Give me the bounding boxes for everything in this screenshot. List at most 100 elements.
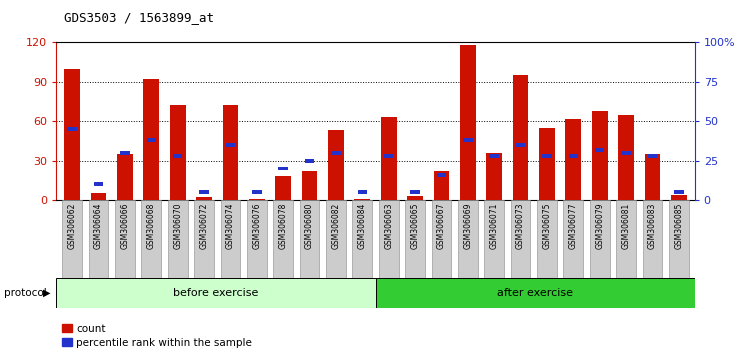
Text: GSM306072: GSM306072 bbox=[200, 202, 209, 249]
Bar bbox=[513, 75, 529, 200]
Bar bbox=[406, 200, 425, 278]
Bar bbox=[143, 79, 159, 200]
Bar bbox=[410, 190, 420, 194]
Text: GSM306067: GSM306067 bbox=[437, 202, 446, 249]
Text: GSM306070: GSM306070 bbox=[173, 202, 182, 249]
Bar bbox=[305, 159, 315, 162]
Bar bbox=[300, 200, 319, 278]
Text: GSM306065: GSM306065 bbox=[411, 202, 420, 249]
Bar bbox=[146, 138, 156, 142]
Bar bbox=[463, 138, 472, 142]
Text: before exercise: before exercise bbox=[173, 288, 258, 298]
Bar bbox=[566, 119, 581, 200]
Bar bbox=[357, 190, 367, 194]
Bar bbox=[279, 166, 288, 171]
Bar bbox=[644, 154, 660, 200]
Bar bbox=[195, 200, 214, 278]
Bar bbox=[563, 200, 584, 278]
Text: GSM306078: GSM306078 bbox=[279, 202, 288, 249]
Text: GSM306081: GSM306081 bbox=[622, 202, 631, 249]
Bar bbox=[490, 154, 499, 158]
Bar bbox=[458, 200, 478, 278]
Text: protocol: protocol bbox=[4, 288, 47, 298]
Bar bbox=[249, 199, 264, 200]
Bar bbox=[354, 199, 370, 200]
Text: GSM306084: GSM306084 bbox=[357, 202, 366, 249]
Text: GDS3503 / 1563899_at: GDS3503 / 1563899_at bbox=[64, 11, 214, 24]
Bar bbox=[647, 154, 657, 158]
Bar bbox=[487, 153, 502, 200]
Text: GSM306068: GSM306068 bbox=[146, 202, 155, 249]
Text: GSM306083: GSM306083 bbox=[648, 202, 657, 249]
Bar bbox=[89, 200, 108, 278]
Bar bbox=[222, 105, 238, 200]
Bar bbox=[94, 182, 104, 186]
Bar bbox=[433, 171, 449, 200]
Bar bbox=[669, 200, 689, 278]
Bar bbox=[516, 143, 526, 147]
Bar bbox=[381, 117, 397, 200]
Bar bbox=[618, 115, 634, 200]
Bar bbox=[328, 130, 344, 200]
Text: GSM306069: GSM306069 bbox=[463, 202, 472, 249]
Bar bbox=[302, 171, 318, 200]
Text: GSM306062: GSM306062 bbox=[68, 202, 77, 249]
Text: after exercise: after exercise bbox=[497, 288, 573, 298]
Text: ▶: ▶ bbox=[43, 288, 50, 298]
Text: GSM306066: GSM306066 bbox=[120, 202, 129, 249]
Bar bbox=[384, 154, 394, 158]
Bar bbox=[436, 173, 446, 177]
Bar bbox=[460, 45, 475, 200]
Text: GSM306079: GSM306079 bbox=[596, 202, 605, 249]
Bar bbox=[276, 176, 291, 200]
Text: GSM306063: GSM306063 bbox=[385, 202, 394, 249]
Bar bbox=[671, 195, 686, 200]
Bar bbox=[199, 190, 209, 194]
Bar bbox=[511, 200, 530, 278]
Bar bbox=[173, 154, 182, 158]
Bar bbox=[247, 200, 267, 278]
Legend: count, percentile rank within the sample: count, percentile rank within the sample bbox=[62, 324, 252, 348]
Bar bbox=[376, 278, 695, 308]
Bar bbox=[617, 200, 636, 278]
Bar bbox=[432, 200, 451, 278]
Text: GSM306076: GSM306076 bbox=[252, 202, 261, 249]
Bar bbox=[115, 200, 134, 278]
Text: GSM306071: GSM306071 bbox=[490, 202, 499, 249]
Text: GSM306080: GSM306080 bbox=[305, 202, 314, 249]
Bar bbox=[221, 200, 240, 278]
Text: GSM306085: GSM306085 bbox=[674, 202, 683, 249]
Bar bbox=[542, 154, 552, 158]
Bar bbox=[537, 200, 556, 278]
Bar bbox=[379, 200, 399, 278]
Bar bbox=[273, 200, 293, 278]
Bar bbox=[170, 105, 185, 200]
Bar bbox=[65, 69, 80, 200]
Text: GSM306075: GSM306075 bbox=[542, 202, 551, 249]
Bar bbox=[326, 200, 345, 278]
Bar bbox=[590, 200, 610, 278]
Bar bbox=[484, 200, 504, 278]
Bar bbox=[592, 111, 608, 200]
Text: GSM306082: GSM306082 bbox=[331, 202, 340, 249]
Bar bbox=[141, 200, 161, 278]
Bar bbox=[56, 278, 376, 308]
Bar bbox=[196, 198, 212, 200]
Bar bbox=[117, 154, 133, 200]
Bar bbox=[252, 190, 261, 194]
Bar bbox=[621, 151, 631, 155]
Bar bbox=[331, 151, 341, 155]
Bar bbox=[595, 148, 605, 152]
Bar bbox=[120, 151, 130, 155]
Text: GSM306077: GSM306077 bbox=[569, 202, 578, 249]
Bar bbox=[674, 190, 683, 194]
Bar bbox=[539, 128, 555, 200]
Text: GSM306074: GSM306074 bbox=[226, 202, 235, 249]
Text: GSM306064: GSM306064 bbox=[94, 202, 103, 249]
Text: GSM306073: GSM306073 bbox=[516, 202, 525, 249]
Bar bbox=[225, 143, 235, 147]
Bar bbox=[407, 196, 423, 200]
Bar bbox=[91, 193, 107, 200]
Bar bbox=[352, 200, 372, 278]
Bar bbox=[167, 200, 188, 278]
